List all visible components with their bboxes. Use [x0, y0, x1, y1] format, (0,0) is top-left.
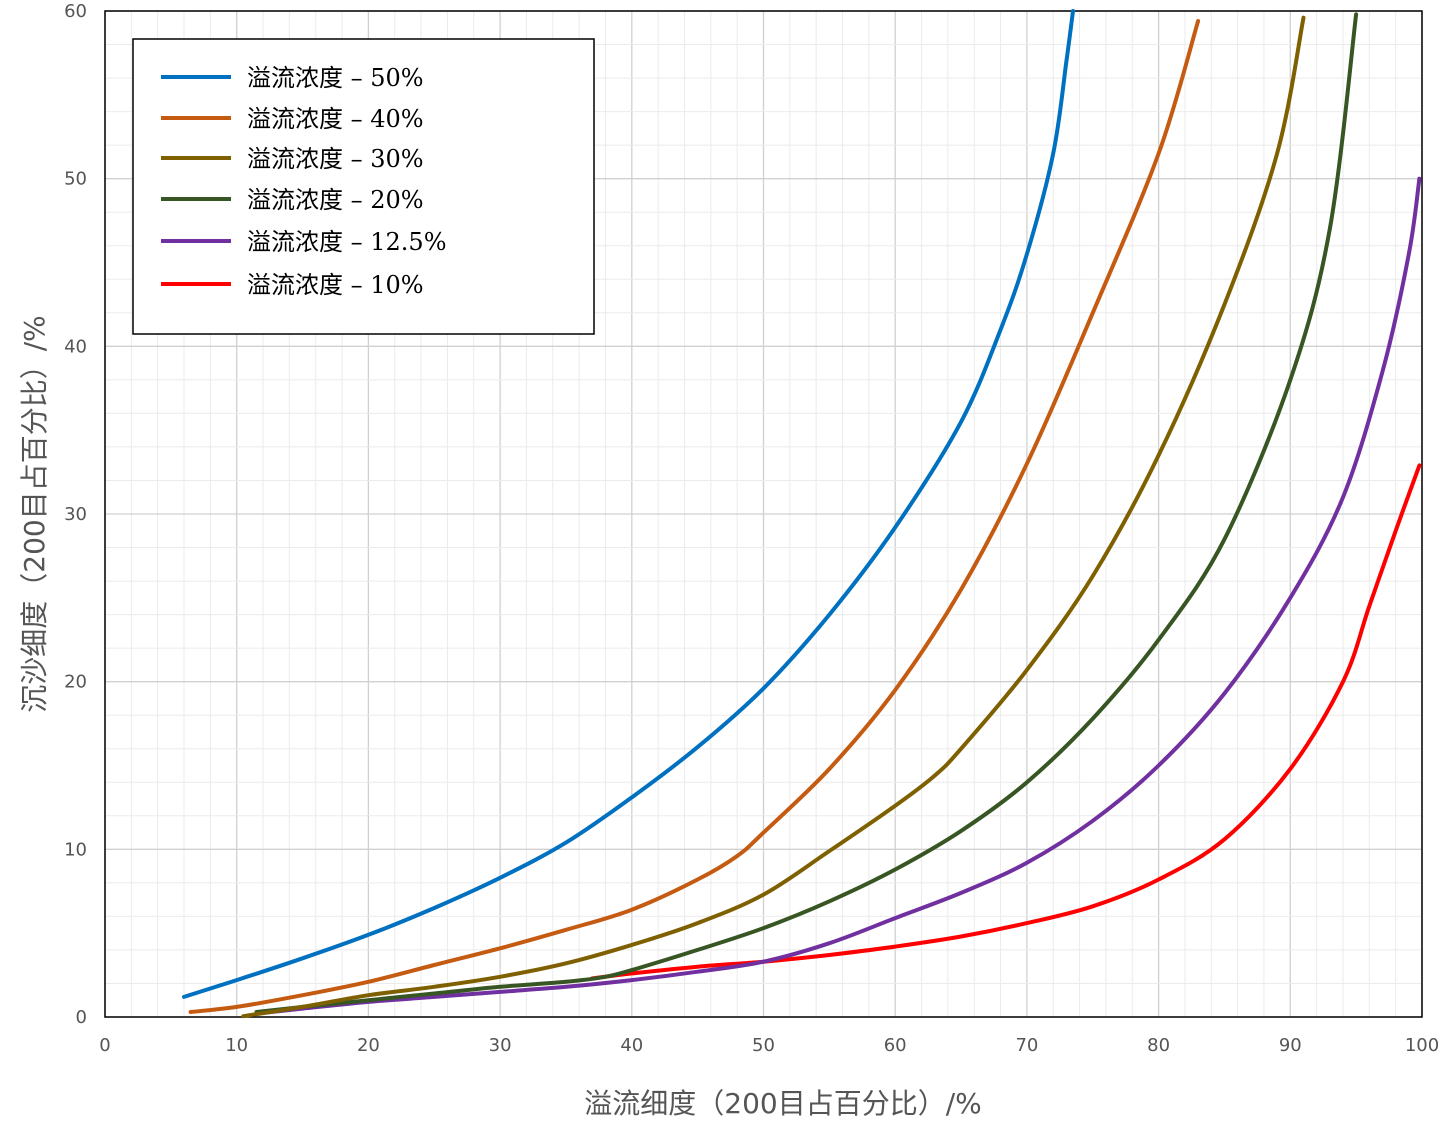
- x-axis-title: 溢流细度（200目占百分比）/%: [584, 1087, 981, 1120]
- y-tick-label: 50: [64, 169, 87, 190]
- legend-label-3: 溢流浓度 – 30%: [247, 145, 424, 173]
- y-tick-label: 30: [64, 504, 87, 525]
- series-line-5: [254, 176, 1422, 1016]
- x-tick-label: 50: [752, 1035, 775, 1056]
- series-line-4: [254, 12, 1359, 1014]
- y-axis-title: 沉沙细度（200目占百分比）/%: [18, 315, 51, 712]
- x-tick-label: 20: [357, 1035, 380, 1056]
- y-tick-label: 60: [64, 1, 87, 22]
- series-line-1: [182, 9, 1075, 999]
- y-tick-label: 20: [64, 672, 87, 693]
- series-lines: [182, 9, 1422, 1019]
- series-line-3: [241, 15, 1306, 1019]
- x-tick-label: 60: [884, 1035, 907, 1056]
- x-tick-label: 70: [1015, 1035, 1038, 1056]
- legend-label-4: 溢流浓度 – 20%: [247, 186, 424, 214]
- tick-labels: 0 10 20 30 40 50 60 70 80 90 100 0 10 20 30 40 50 60: [64, 1, 1439, 1056]
- legend-label-1: 溢流浓度 – 50%: [247, 64, 424, 92]
- legend-label-6: 溢流浓度 – 10%: [247, 271, 424, 299]
- x-tick-label: 90: [1279, 1035, 1302, 1056]
- x-tick-label: 40: [620, 1035, 643, 1056]
- legend: 溢流浓度 – 50% 溢流浓度 – 40% 溢流浓度 – 30% 溢流浓度 – 20%…: [132, 38, 595, 335]
- series-line-6: [590, 463, 1422, 981]
- y-tick-label: 10: [64, 839, 87, 860]
- x-tick-label: 80: [1147, 1035, 1170, 1056]
- series-line-2: [188, 19, 1201, 1014]
- x-tick-label: 0: [99, 1035, 110, 1056]
- x-tick-label: 30: [489, 1035, 512, 1056]
- plot-area-frame: [104, 10, 1423, 1018]
- x-tick-label: 10: [225, 1035, 248, 1056]
- y-tick-label: 40: [64, 336, 87, 357]
- x-tick-label: 100: [1405, 1035, 1439, 1056]
- legend-label-5: 溢流浓度 – 12.5%: [247, 228, 447, 256]
- y-tick-label: 0: [76, 1007, 87, 1028]
- legend-label-2: 溢流浓度 – 40%: [247, 105, 424, 133]
